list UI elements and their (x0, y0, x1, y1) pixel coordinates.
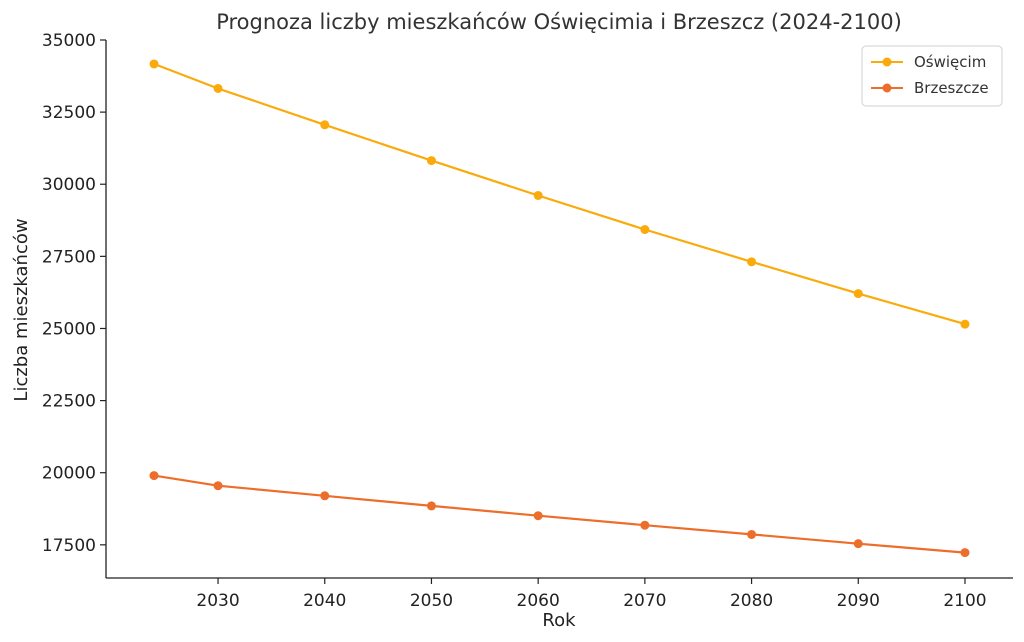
legend-label-oswiecim: Oświęcim (914, 53, 986, 71)
data-point-brzeszcze (960, 548, 970, 558)
data-point-brzeszcze (747, 529, 757, 539)
data-point-oswiecim (320, 120, 330, 130)
series-line-brzeszcze (153, 474, 966, 554)
legend: Oświęcim Brzeszcze (861, 45, 1003, 107)
data-point-brzeszcze (640, 520, 650, 530)
y-axis-label: Liczba mieszkańców (11, 218, 32, 401)
x-axis-label: Rok (542, 610, 576, 631)
data-point-oswiecim (640, 225, 650, 235)
x-tick-label: 2030 (196, 591, 239, 611)
data-point-oswiecim (149, 59, 159, 69)
legend-marker-brzeszcze (882, 83, 892, 93)
chart-title: Prognoza liczby mieszkańców Oświęcimia i… (216, 10, 902, 34)
x-tick-label: 2080 (730, 591, 773, 611)
y-tick-label: 17500 (42, 536, 96, 556)
x-tick-label: 2060 (517, 591, 560, 611)
x-tick-label: 2090 (837, 591, 880, 611)
y-tick-label: 30000 (42, 175, 96, 195)
data-point-oswiecim (747, 257, 757, 267)
y-axis-ticks: 17500 20000 22500 25000 27500 30000 32500 35000 (42, 31, 106, 556)
data-point-oswiecim (533, 190, 543, 200)
data-point-brzeszcze (426, 501, 436, 511)
y-tick-label: 32500 (42, 103, 96, 123)
x-axis-ticks: 2030 2040 2050 2060 2070 2080 2090 2100 (196, 578, 987, 611)
legend-marker-oswiecim (882, 57, 892, 67)
data-point-brzeszcze (149, 471, 159, 481)
series-line-oswiecim (153, 62, 966, 326)
data-point-brzeszcze (213, 481, 223, 491)
y-tick-label: 20000 (42, 464, 96, 484)
y-tick-label: 35000 (42, 31, 96, 51)
y-tick-label: 27500 (42, 247, 96, 267)
series-group (149, 59, 970, 558)
y-tick-label: 22500 (42, 392, 96, 412)
data-point-brzeszcze (320, 491, 330, 501)
data-point-brzeszcze (853, 539, 863, 549)
data-point-brzeszcze (533, 511, 543, 521)
y-tick-label: 25000 (42, 319, 96, 339)
data-point-oswiecim (426, 156, 436, 166)
x-tick-label: 2040 (303, 591, 346, 611)
x-tick-label: 2050 (410, 591, 453, 611)
legend-label-brzeszcze: Brzeszcze (914, 79, 989, 97)
x-tick-label: 2070 (623, 591, 666, 611)
data-point-oswiecim (853, 289, 863, 299)
data-point-oswiecim (960, 319, 970, 329)
data-point-oswiecim (213, 83, 223, 93)
x-tick-label: 2100 (943, 591, 986, 611)
